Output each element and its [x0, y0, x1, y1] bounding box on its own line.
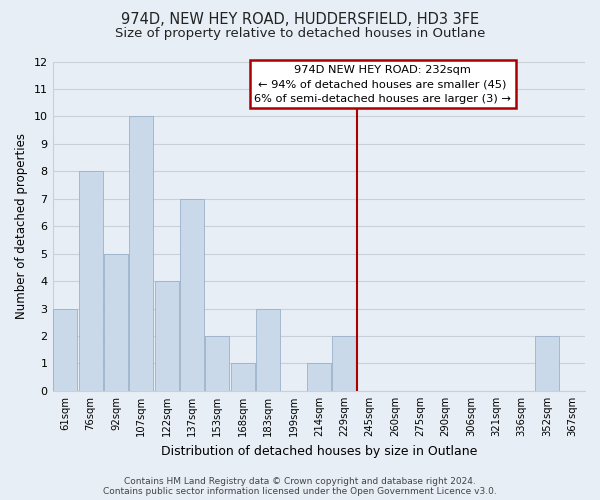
X-axis label: Distribution of detached houses by size in Outlane: Distribution of detached houses by size … — [161, 444, 477, 458]
Text: 974D NEW HEY ROAD: 232sqm
← 94% of detached houses are smaller (45)
6% of semi-d: 974D NEW HEY ROAD: 232sqm ← 94% of detac… — [254, 65, 511, 104]
Text: 974D, NEW HEY ROAD, HUDDERSFIELD, HD3 3FE: 974D, NEW HEY ROAD, HUDDERSFIELD, HD3 3F… — [121, 12, 479, 28]
Bar — [53, 308, 77, 391]
Text: Contains HM Land Registry data © Crown copyright and database right 2024.: Contains HM Land Registry data © Crown c… — [124, 477, 476, 486]
Y-axis label: Number of detached properties: Number of detached properties — [15, 133, 28, 319]
Text: Contains public sector information licensed under the Open Government Licence v3: Contains public sector information licen… — [103, 487, 497, 496]
Bar — [332, 336, 356, 391]
Bar — [129, 116, 154, 391]
Bar — [256, 308, 280, 391]
Text: Size of property relative to detached houses in Outlane: Size of property relative to detached ho… — [115, 28, 485, 40]
Bar — [535, 336, 559, 391]
Bar — [79, 172, 103, 391]
Bar — [104, 254, 128, 391]
Bar — [155, 281, 179, 391]
Bar — [205, 336, 229, 391]
Bar — [307, 364, 331, 391]
Bar — [180, 199, 204, 391]
Bar — [230, 364, 255, 391]
